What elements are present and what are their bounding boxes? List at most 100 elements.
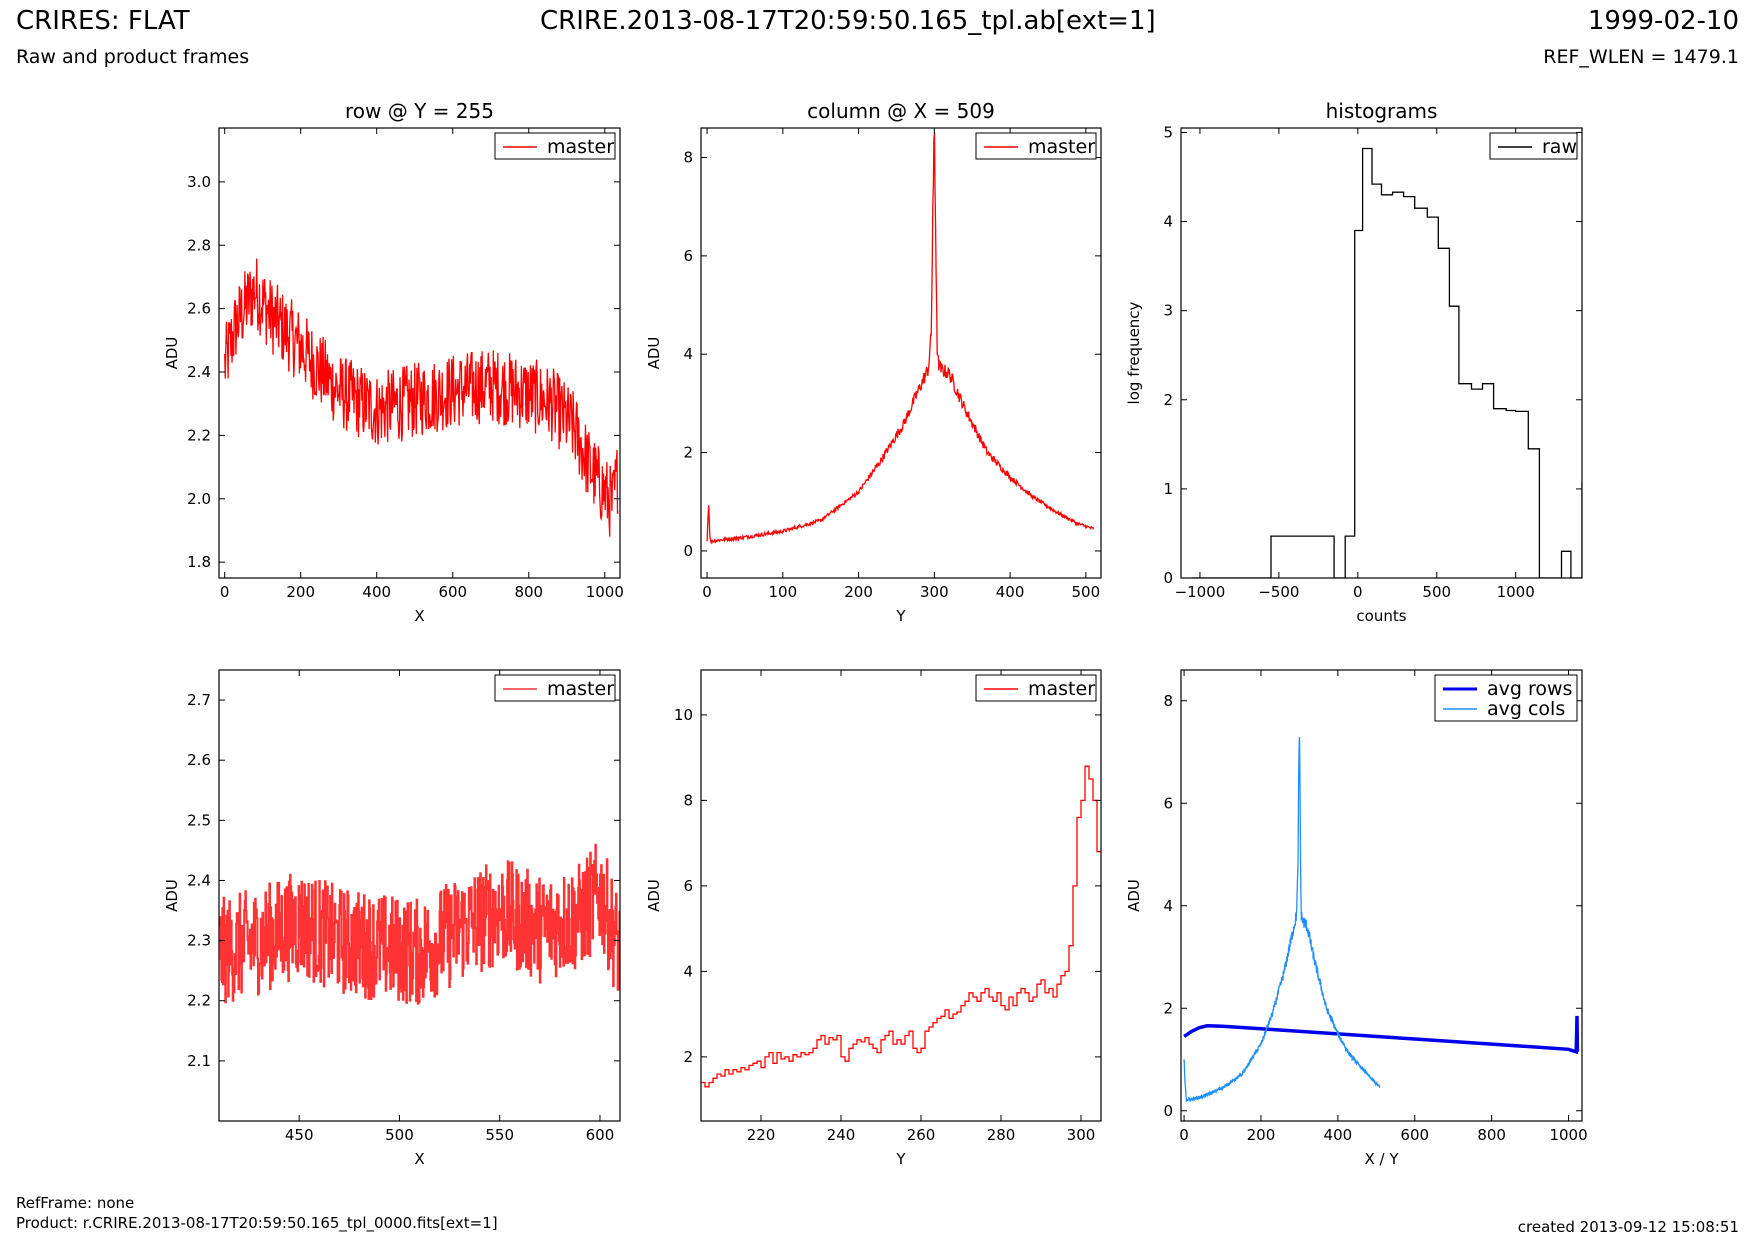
legend-box	[1434, 674, 1578, 722]
y-tick-label: 2	[1163, 999, 1173, 1017]
y-tick-label: 2.1	[187, 1052, 211, 1070]
x-tick-label: 600	[1400, 1126, 1429, 1144]
y-tick-label: 4	[683, 345, 693, 363]
x-tick-label: 800	[514, 583, 543, 601]
y-tick-label: 8	[683, 149, 693, 167]
plot-frame	[1180, 669, 1583, 1122]
y-axis-label: ADU	[645, 337, 663, 370]
legend-box	[494, 132, 616, 160]
y-tick-label: 2	[1163, 391, 1173, 409]
plot-frame	[218, 669, 621, 1122]
x-tick-label: 0	[1353, 583, 1363, 601]
x-tick-label: 400	[996, 583, 1025, 601]
chart-row-zoom: 450 500 550 600 2.1 2.2 2.3 2.4 2.5 2.6 2.7 X ADU mas…	[163, 669, 621, 1168]
x-tick-label: −500	[1258, 583, 1299, 601]
plot-subtitle: Raw and product frames	[16, 46, 250, 68]
x-axis-label: X / Y	[1364, 1150, 1399, 1168]
y-tick-label: 2	[683, 444, 693, 462]
y-tick-label: 2.4	[187, 871, 211, 889]
legend: master	[494, 674, 616, 702]
series-line-avg-rows	[1183, 1015, 1580, 1055]
y-tick-label: 3	[1163, 302, 1173, 320]
legend-entry: master	[1028, 136, 1095, 158]
x-tick-label: 600	[438, 583, 467, 601]
y-tick-label: 3.0	[187, 173, 211, 191]
y-tick-label: 0	[1163, 1102, 1173, 1120]
y-tick-label: 2.2	[187, 426, 211, 444]
y-tick-label: 2.6	[187, 300, 211, 318]
x-axis-label: X	[414, 607, 424, 625]
legend-entry: master	[547, 678, 614, 700]
x-tick-label: 0	[702, 583, 712, 601]
y-tick-label: 2.3	[187, 932, 211, 950]
chart-column-zoom: 220 240 260 280 300 2 4 6 8 10 Y ADU master	[645, 669, 1102, 1168]
x-tick-label: 0	[220, 583, 230, 601]
legend-entry: avg rows	[1487, 678, 1572, 700]
series-line-master	[224, 258, 619, 537]
legend-box	[1489, 132, 1578, 160]
y-tick-label: 2.6	[187, 751, 211, 769]
x-tick-label: 1000	[586, 583, 624, 601]
y-tick-label: 2.5	[187, 811, 211, 829]
legend: raw	[1489, 132, 1578, 160]
chart-averages: 0 200 400 600 800 1000 0 2 4 6 8 X / Y ADU avg rowsav…	[1125, 669, 1588, 1168]
y-axis-label: ADU	[645, 879, 663, 912]
plot-frame	[700, 669, 1102, 1122]
legend-box	[494, 674, 616, 702]
series-group	[706, 132, 1095, 545]
x-tick-label: 280	[987, 1126, 1016, 1144]
chart-histograms: −1000 −500 0 500 1000 0 1 2 3 4 5 histograms counts l…	[1125, 99, 1583, 625]
y-tick-label: 6	[683, 877, 693, 895]
legend-entry: master	[1028, 678, 1095, 700]
plot-frame	[1180, 127, 1583, 579]
x-tick-label: 0	[1179, 1126, 1189, 1144]
x-tick-label: 400	[362, 583, 391, 601]
chart-title: row @ Y = 255	[345, 99, 494, 123]
legend-box	[975, 132, 1097, 160]
y-tick-label: 8	[1163, 692, 1173, 710]
series-line-raw	[1192, 147, 1582, 578]
legend-entry: raw	[1542, 136, 1577, 158]
series-line-master	[219, 843, 620, 1005]
y-tick-label: 6	[683, 247, 693, 265]
y-tick-label: 4	[683, 962, 693, 980]
x-tick-label: 500	[385, 1126, 414, 1144]
y-tick-label: 0	[683, 542, 693, 560]
x-tick-label: 260	[907, 1126, 936, 1144]
legend-entry: master	[547, 136, 614, 158]
x-tick-label: 500	[1422, 583, 1451, 601]
series-line-avg-cols	[1183, 736, 1381, 1103]
legend-box	[975, 674, 1097, 702]
x-tick-label: 800	[1477, 1126, 1506, 1144]
x-tick-label: −1000	[1175, 583, 1226, 601]
x-tick-label: 1000	[1497, 583, 1535, 601]
y-tick-label: 5	[1163, 123, 1173, 141]
ref-wlen-label: REF_WLEN = 1479.1	[1543, 46, 1739, 68]
y-axis-label: ADU	[1125, 879, 1143, 912]
series-group	[219, 843, 620, 1005]
y-tick-label: 2.2	[187, 992, 211, 1010]
x-tick-label: 1000	[1549, 1126, 1587, 1144]
y-tick-label: 2.4	[187, 363, 211, 381]
x-tick-label: 600	[586, 1126, 615, 1144]
y-tick-label: 4	[1163, 213, 1173, 231]
x-tick-label: 200	[844, 583, 873, 601]
chart-row: 0 200 400 600 800 1000 1.8 2.0 2.2 2.4 2.6 2.8 3.0 ro…	[163, 99, 624, 625]
y-tick-label: 0	[1163, 569, 1173, 587]
legend: master	[975, 674, 1097, 702]
y-tick-label: 2	[683, 1048, 693, 1066]
chart-column: 0 100 200 300 400 500 0 2 4 6 8 column @ X = 509 Y AD…	[645, 99, 1102, 625]
y-axis-label: log frequency	[1125, 301, 1143, 404]
product-label: Product: r.CRIRE.2013-08-17T20:59:50.165…	[16, 1214, 498, 1232]
x-tick-label: 220	[747, 1126, 776, 1144]
chart-title: histograms	[1326, 99, 1438, 123]
y-tick-label: 1	[1163, 480, 1173, 498]
y-tick-label: 10	[674, 706, 693, 724]
x-axis-label: Y	[895, 1150, 906, 1168]
legend-entry: avg cols	[1487, 698, 1565, 720]
x-axis-label: counts	[1356, 607, 1406, 625]
x-tick-label: 240	[827, 1126, 856, 1144]
date-label: 1999-02-10	[1587, 6, 1739, 36]
